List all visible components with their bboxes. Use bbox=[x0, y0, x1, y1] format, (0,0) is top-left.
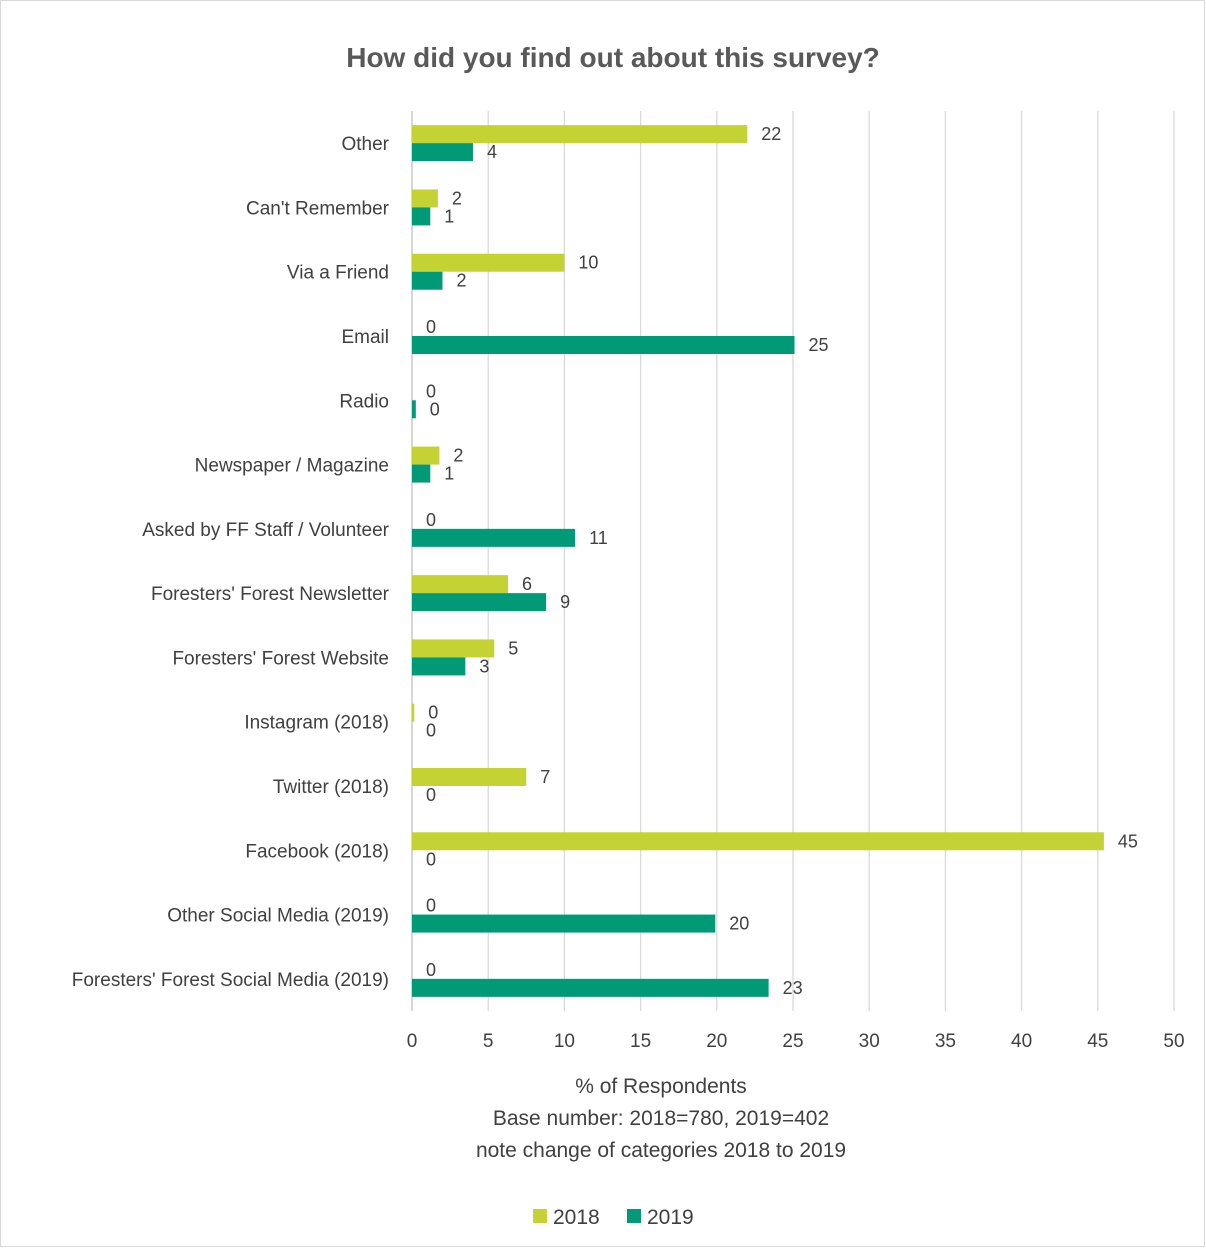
x-tick-label: 45 bbox=[1087, 1031, 1108, 1052]
bar-2018 bbox=[412, 639, 495, 658]
data-label: 3 bbox=[479, 656, 489, 676]
bar-2018 bbox=[412, 832, 1104, 851]
category-label: Foresters' Forest Newsletter bbox=[151, 584, 390, 605]
gridlines bbox=[411, 111, 1175, 1011]
x-tick-label: 0 bbox=[407, 1031, 418, 1052]
category-label: Foresters' Forest Social Media (2019) bbox=[72, 970, 389, 991]
bar-2019 bbox=[412, 657, 466, 676]
data-label: 23 bbox=[783, 978, 803, 998]
category-label: Other Social Media (2019) bbox=[167, 906, 389, 927]
x-tick-label: 50 bbox=[1163, 1031, 1184, 1052]
data-label: 11 bbox=[589, 528, 608, 548]
data-label: 9 bbox=[560, 592, 570, 612]
bar-2018 bbox=[412, 768, 527, 786]
data-label: 0 bbox=[426, 381, 436, 401]
bar-2018 bbox=[412, 575, 509, 594]
data-label: 7 bbox=[540, 767, 550, 787]
data-label: 1 bbox=[444, 206, 454, 226]
category-label: Instagram (2018) bbox=[244, 713, 389, 734]
data-label: 0 bbox=[426, 317, 436, 337]
category-label: Radio bbox=[339, 391, 389, 412]
bar-2019 bbox=[412, 528, 576, 547]
bar-2019 bbox=[412, 593, 547, 612]
legend-swatch bbox=[533, 1209, 547, 1223]
data-label: 0 bbox=[426, 849, 436, 869]
bars bbox=[412, 125, 1104, 997]
bar-2019 bbox=[412, 207, 431, 226]
data-label: 0 bbox=[426, 510, 436, 530]
data-label: 22 bbox=[761, 124, 781, 144]
category-label: Asked by FF Staff / Volunteer bbox=[142, 520, 389, 541]
x-tick-label: 5 bbox=[483, 1031, 494, 1052]
data-label: 6 bbox=[522, 574, 532, 594]
bar-2018 bbox=[412, 189, 438, 208]
category-label: Email bbox=[341, 327, 389, 348]
x-tick-label: 30 bbox=[859, 1031, 880, 1052]
x-axis-title: % of Respondents Base number: 2018=780, 2… bbox=[476, 1075, 846, 1162]
category-label: Facebook (2018) bbox=[245, 841, 389, 862]
bar-2019 bbox=[412, 914, 716, 933]
data-label: 0 bbox=[426, 896, 436, 916]
category-label: Twitter (2018) bbox=[273, 777, 389, 798]
x-tick-label: 15 bbox=[630, 1031, 651, 1052]
chart-title: How did you find out about this survey? bbox=[346, 42, 880, 73]
category-label: Can't Remember bbox=[246, 198, 390, 219]
data-label: 2 bbox=[452, 188, 462, 208]
data-label: 0 bbox=[426, 785, 436, 805]
x-axis-title-line: % of Respondents bbox=[575, 1075, 747, 1098]
category-label: Via a Friend bbox=[287, 263, 389, 284]
category-label: Foresters' Forest Website bbox=[172, 648, 389, 669]
legend-label: 2019 bbox=[647, 1206, 694, 1229]
category-labels: Other Can't Remember Via a Friend Email Radi… bbox=[72, 134, 390, 991]
bar-2019 bbox=[412, 143, 473, 162]
data-label: 0 bbox=[430, 399, 440, 419]
bar-2019 bbox=[412, 978, 769, 997]
data-label: 45 bbox=[1118, 831, 1138, 851]
data-label: 25 bbox=[809, 335, 829, 355]
bar-2019 bbox=[412, 464, 431, 483]
data-label: 1 bbox=[444, 464, 454, 484]
data-label: 4 bbox=[487, 142, 497, 162]
bar-2018 bbox=[412, 446, 440, 465]
data-label: 2 bbox=[456, 271, 466, 291]
data-label: 0 bbox=[426, 721, 436, 741]
x-tick-label: 25 bbox=[782, 1031, 803, 1052]
x-axis-title-line: Base number: 2018=780, 2019=402 bbox=[493, 1107, 829, 1130]
bar-2018 bbox=[412, 703, 415, 722]
data-label: 0 bbox=[428, 703, 438, 723]
legend-swatch bbox=[627, 1209, 641, 1223]
bar-2018 bbox=[412, 125, 748, 144]
x-tick-label: 20 bbox=[706, 1031, 727, 1052]
bar-2019 bbox=[412, 271, 443, 290]
x-tick-labels: 0 5 10 15 20 25 30 35 40 45 50 bbox=[407, 1031, 1185, 1052]
x-axis-title-line: note change of categories 2018 to 2019 bbox=[476, 1139, 846, 1162]
bar-2019 bbox=[412, 336, 795, 354]
category-label: Newspaper / Magazine bbox=[195, 456, 389, 477]
legend: 2018 2019 bbox=[533, 1206, 694, 1229]
data-label: 0 bbox=[426, 960, 436, 980]
data-label: 2 bbox=[453, 446, 463, 466]
data-label: 5 bbox=[508, 638, 518, 658]
data-label: 10 bbox=[578, 253, 598, 273]
bar-2018 bbox=[412, 253, 565, 272]
legend-label: 2018 bbox=[553, 1206, 600, 1229]
x-tick-label: 35 bbox=[935, 1031, 956, 1052]
data-label: 20 bbox=[729, 914, 749, 934]
x-tick-label: 10 bbox=[554, 1031, 575, 1052]
category-label: Other bbox=[341, 134, 389, 155]
bar-2019 bbox=[412, 400, 416, 419]
x-tick-label: 40 bbox=[1011, 1031, 1032, 1052]
